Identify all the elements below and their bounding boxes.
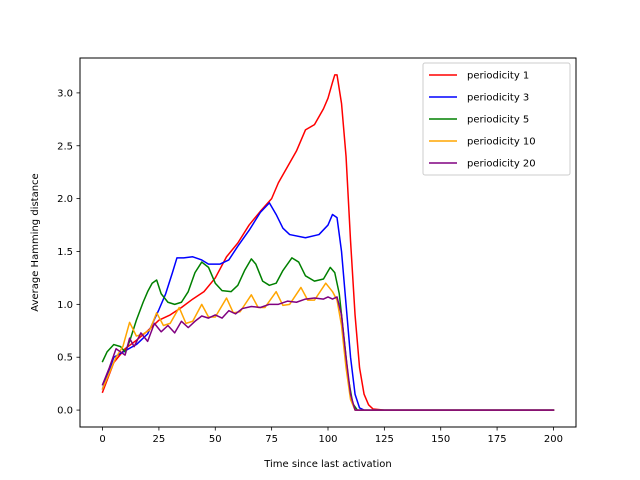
series-line-1 — [101, 74, 555, 411]
legend-label: periodicity 5 — [467, 115, 529, 126]
legend-label: periodicity 3 — [467, 93, 529, 104]
y-tick-label: 0.0 — [57, 406, 73, 417]
series-line-5 — [101, 296, 555, 411]
y-tick-label: 0.5 — [57, 353, 73, 364]
legend-label: periodicity 10 — [467, 137, 536, 148]
x-axis: 0 25 50 75 100 125 150 175 200 — [99, 427, 563, 445]
x-tick-label: 150 — [431, 434, 450, 445]
y-axis: 0.0 0.5 1.0 1.5 2.0 2.5 3.0 — [57, 88, 80, 417]
x-tick-label: 25 — [153, 434, 166, 445]
series-layer — [101, 74, 555, 411]
y-tick-label: 1.0 — [57, 300, 73, 311]
x-tick-label: 50 — [209, 434, 222, 445]
y-tick-label: 2.5 — [57, 141, 73, 152]
legend: periodicity 1 periodicity 3 periodicity 5 p… — [422, 62, 571, 176]
x-tick-label: 100 — [318, 434, 337, 445]
series-line-2 — [101, 202, 555, 411]
legend-box — [422, 62, 571, 176]
legend-label: periodicity 20 — [467, 159, 536, 170]
x-tick-label: 125 — [375, 434, 394, 445]
x-tick-label: 75 — [265, 434, 278, 445]
series-line-3 — [101, 257, 555, 411]
y-axis-label: Average Hamming distance — [30, 173, 41, 311]
x-tick-label: 200 — [544, 434, 563, 445]
y-tick-label: 2.0 — [57, 194, 73, 205]
x-tick-label: 175 — [488, 434, 507, 445]
x-tick-label: 0 — [99, 434, 105, 445]
x-axis-label: Time since last activation — [263, 459, 392, 470]
y-tick-label: 3.0 — [57, 88, 73, 99]
legend-label: periodicity 1 — [467, 71, 529, 82]
y-tick-label: 1.5 — [57, 247, 73, 258]
